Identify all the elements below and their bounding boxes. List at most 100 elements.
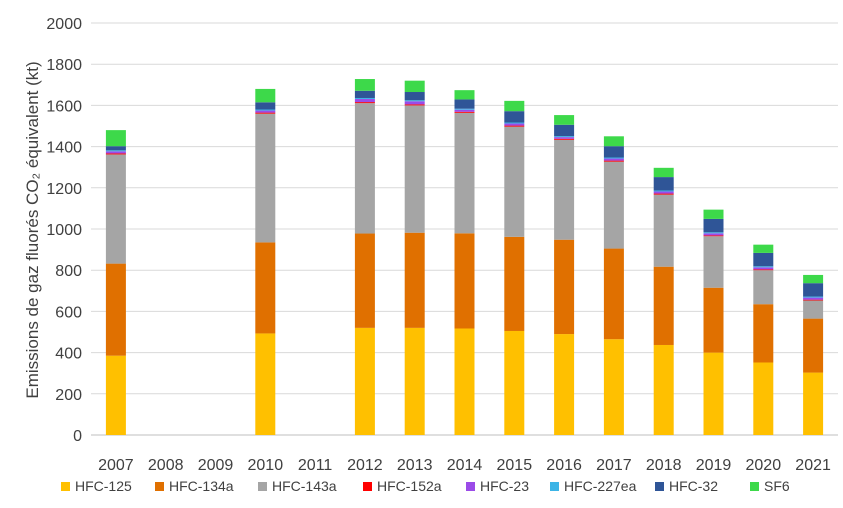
legend-label: HFC-23: [480, 478, 529, 494]
bar-segment-sf6: [404, 80, 425, 93]
bar-segment-hfc-32: [703, 218, 724, 233]
legend-item: SF6: [750, 478, 790, 494]
y-tick-label: 1800: [46, 57, 82, 74]
bar-segment-hfc-152a: [703, 235, 724, 237]
bars: [105, 79, 824, 435]
bar-segment-hfc-152a: [105, 153, 126, 155]
bar-stack-2012: [354, 79, 375, 435]
legend-swatch: [155, 482, 164, 491]
legend-swatch: [61, 482, 70, 491]
bar-segment-hfc-23: [404, 101, 425, 105]
bar-segment-hfc-227ea: [454, 108, 475, 110]
bar-segment-hfc-32: [504, 111, 525, 123]
legend-swatch: [550, 482, 559, 491]
bar-segment-sf6: [105, 130, 126, 147]
legend-label: HFC-32: [669, 478, 718, 494]
legend: HFC-125 HFC-134a HFC-143a HFC-152a HFC-23 HFC…: [61, 478, 790, 494]
legend-swatch: [750, 482, 759, 491]
y-tick-label: 400: [55, 346, 82, 363]
legend-label: HFC-134a: [169, 478, 234, 494]
y-tick-label: 200: [55, 387, 82, 404]
bar-stack-2013: [404, 80, 425, 435]
bar-segment-hfc-125: [105, 355, 126, 435]
legend-item: HFC-227ea: [550, 478, 637, 494]
y-tick-label: 1400: [46, 140, 82, 157]
bar-segment-hfc-143a: [404, 105, 425, 233]
bar-segment-hfc-143a: [603, 161, 624, 249]
y-axis-label: Emissions de gaz fluorés CO₂ équivalent …: [23, 61, 42, 398]
bar-segment-hfc-152a: [753, 269, 774, 271]
x-tick-label: 2018: [646, 457, 682, 474]
bar-segment-hfc-23: [753, 267, 774, 270]
bar-segment-hfc-152a: [603, 160, 624, 162]
bar-segment-hfc-125: [753, 362, 774, 435]
bar-segment-hfc-32: [404, 92, 425, 101]
bar-segment-sf6: [753, 244, 774, 253]
bar-segment-hfc-134a: [753, 304, 774, 363]
bar-stack-2017: [603, 136, 624, 435]
bar-segment-hfc-143a: [753, 270, 774, 305]
y-axis-ticks: 0 200 400 600 800 1000 1200 1400 1600 1800 2000: [46, 16, 82, 445]
bar-segment-hfc-227ea: [753, 266, 774, 268]
legend-item: HFC-23: [466, 478, 529, 494]
bar-segment-hfc-134a: [703, 287, 724, 353]
legend-label: HFC-143a: [272, 478, 337, 494]
bar-segment-hfc-125: [703, 352, 724, 435]
bar-segment-hfc-227ea: [504, 122, 525, 124]
bar-segment-hfc-23: [803, 297, 824, 300]
bar-segment-hfc-23: [653, 191, 674, 194]
bar-segment-sf6: [803, 274, 824, 284]
bar-segment-hfc-125: [504, 330, 525, 435]
bar-segment-hfc-134a: [803, 318, 824, 373]
bar-segment-hfc-152a: [653, 193, 674, 195]
bar-segment-hfc-152a: [803, 299, 824, 301]
legend-item: HFC-152a: [363, 478, 442, 494]
bar-segment-sf6: [653, 167, 674, 178]
legend-item: HFC-125: [61, 478, 132, 494]
bar-segment-hfc-227ea: [404, 100, 425, 102]
bar-segment-sf6: [554, 115, 575, 125]
x-tick-label: 2012: [347, 457, 383, 474]
bar-segment-sf6: [255, 88, 276, 103]
x-tick-label: 2014: [447, 457, 483, 474]
bar-segment-hfc-152a: [554, 138, 575, 140]
bar-segment-hfc-32: [354, 90, 375, 98]
bar-segment-hfc-134a: [454, 233, 475, 329]
bar-segment-hfc-143a: [703, 236, 724, 288]
legend-item: HFC-32: [655, 478, 718, 494]
bar-segment-hfc-143a: [255, 113, 276, 243]
bar-segment-hfc-134a: [255, 242, 276, 334]
bar-stack-2019: [703, 209, 724, 435]
bar-segment-hfc-134a: [554, 239, 575, 335]
bar-segment-hfc-152a: [504, 125, 525, 127]
bar-segment-hfc-125: [454, 328, 475, 435]
bar-segment-hfc-134a: [105, 263, 126, 356]
legend-swatch: [363, 482, 372, 491]
y-tick-label: 1200: [46, 181, 82, 198]
bar-segment-hfc-32: [753, 252, 774, 267]
bar-segment-hfc-134a: [603, 248, 624, 340]
bar-segment-hfc-125: [653, 344, 674, 435]
bar-segment-hfc-152a: [354, 102, 375, 104]
bar-segment-sf6: [603, 136, 624, 147]
y-tick-label: 0: [73, 428, 82, 445]
legend-label: HFC-227ea: [564, 478, 637, 494]
bar-segment-hfc-152a: [404, 104, 425, 106]
bar-segment-hfc-227ea: [703, 232, 724, 234]
bar-segment-sf6: [504, 100, 525, 112]
bar-segment-hfc-227ea: [803, 296, 824, 298]
bar-segment-hfc-134a: [404, 232, 425, 328]
bar-segment-hfc-152a: [454, 111, 475, 113]
bar-segment-hfc-227ea: [354, 97, 375, 100]
bar-stack-2016: [554, 115, 575, 435]
bar-segment-hfc-23: [504, 123, 525, 126]
y-tick-label: 2000: [46, 16, 82, 33]
bar-segment-hfc-32: [803, 283, 824, 297]
bar-segment-hfc-125: [803, 372, 824, 435]
x-axis-ticks: 2007 2008 2009 2010 2011 2012 2013 2014 2015 2016…: [98, 457, 831, 474]
x-tick-label: 2010: [248, 457, 284, 474]
bar-stack-2020: [753, 244, 774, 435]
bar-stack-2018: [653, 167, 674, 435]
